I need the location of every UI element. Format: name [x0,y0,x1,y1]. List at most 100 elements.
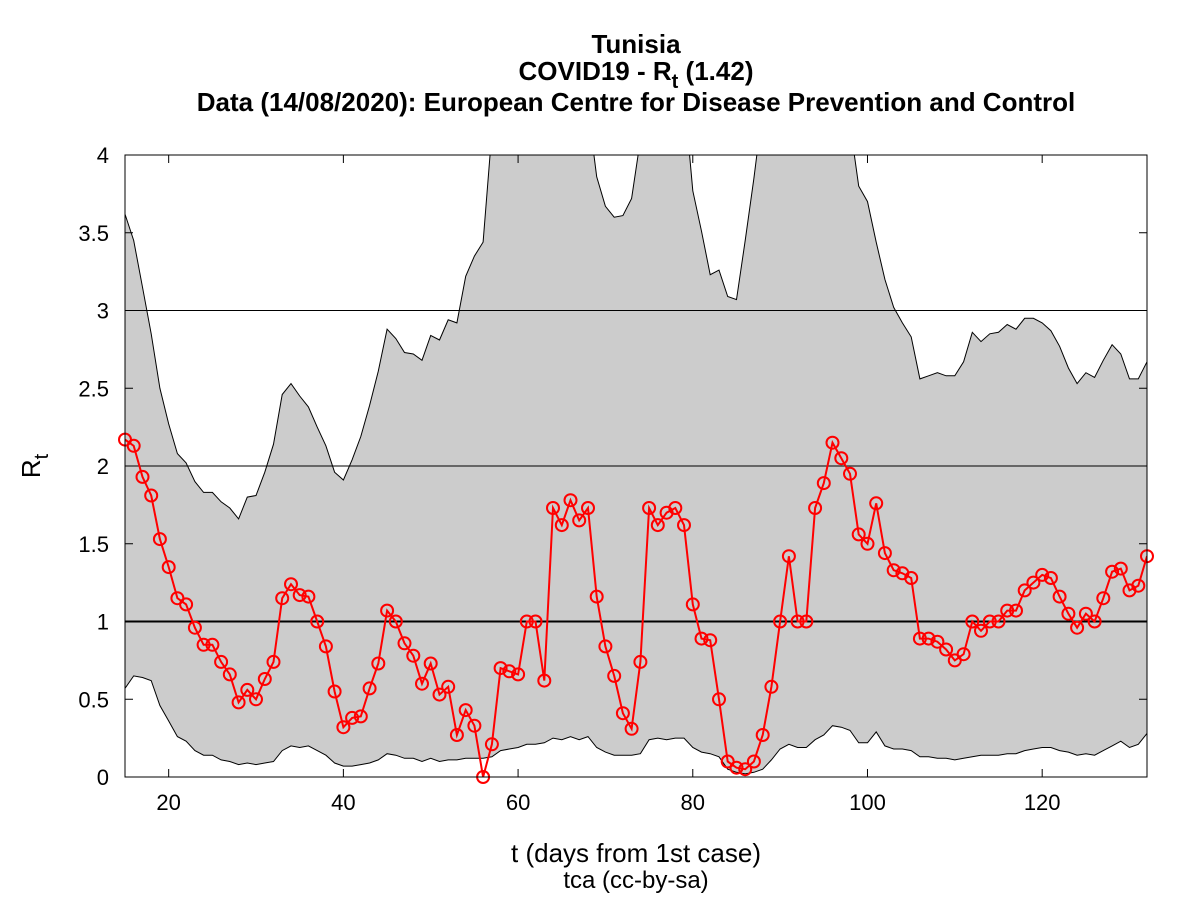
x-tick-label: 120 [1024,790,1061,815]
rt-point [1070,620,1085,635]
chart-title-line2: COVID19 - Rt (1.42) [519,56,754,93]
rt-point [275,591,290,606]
rt-point [1113,561,1128,576]
rt-point [380,603,395,618]
rt-point [581,501,595,515]
rt-point [668,501,683,515]
rt-point [642,501,657,515]
chart-title-line2-sub: t [672,71,679,93]
x-axis-ticks: 20 40 60 80 100 120 [156,155,1061,815]
rt-point [773,614,788,629]
rt-point [982,614,997,629]
y-axis-label-sub: t [31,453,53,459]
rt-point [449,728,464,742]
rt-point [301,589,316,604]
rt-point [493,661,508,676]
y-tick-label: 2.5 [78,376,109,401]
rt-point [991,614,1006,629]
rt-point [214,654,229,669]
y-tick-label: 1 [97,610,109,635]
chart-title-line3: Data (14/08/2020): European Centre for D… [197,87,1075,117]
rt-point [746,754,761,769]
rt-point [1131,578,1146,593]
y-axis-ticks: 0 0.5 1 1.5 2 2.5 3 3.5 4 [78,143,1147,790]
rt-point [650,518,665,533]
rt-point [353,709,368,724]
rt-point [1043,571,1058,585]
x-tick-label: 40 [331,790,355,815]
y-tick-label: 3.5 [78,221,109,246]
rt-point [292,588,307,603]
rt-point [511,667,526,682]
rt-point [939,642,954,657]
y-axis-label: Rt [16,453,53,478]
rt-point [1017,583,1032,598]
rt-point [144,488,159,503]
rt-point [126,438,141,453]
y-tick-label: 0 [97,765,109,790]
rt-point [249,692,263,707]
y-tick-label: 3 [97,299,109,324]
x-axis-label: t (days from 1st case) [511,838,761,868]
rt-point [877,546,892,561]
rt-point [327,684,342,699]
rt-point [205,637,220,652]
rt-point [222,667,237,682]
rt-point [397,636,412,651]
rt-point [432,687,447,702]
rt-point [790,614,805,629]
rt-point [1078,606,1093,621]
rt-point [694,631,709,646]
credit-label: tca (cc-by-sa) [563,867,708,894]
rt-point [284,577,298,592]
confidence-band-layer [125,155,1147,775]
rt-point [615,706,630,721]
rt-point [388,614,403,629]
rt-point [1000,603,1015,618]
rt-point [179,597,194,612]
rt-point [930,634,945,649]
rt-point [554,518,569,533]
y-axis-label-main: R [16,459,46,478]
x-tick-label: 20 [156,790,180,815]
rt-point [467,718,482,733]
rt-point [1096,591,1111,606]
rt-point [869,496,884,511]
x-tick-label: 60 [506,790,530,815]
rt-point [974,623,988,638]
rt-point [196,637,211,652]
chart-title-line2-prefix: COVID19 - R [519,56,672,86]
rt-point [563,493,578,508]
rt-point [764,679,779,694]
rt-point [1061,606,1076,621]
rt-point [135,469,150,484]
rt-point [240,682,255,697]
rt-point [266,654,281,669]
rt-point [406,648,421,663]
rt-point [598,639,613,654]
rt-point [537,673,552,688]
rt-point [781,549,796,564]
x-tick-label: 100 [849,790,886,815]
rt-point [572,513,587,528]
rt-point [921,631,936,646]
rt-point [912,631,927,646]
confidence-band [125,155,1147,774]
rt-point [738,762,753,777]
y-tick-label: 2 [97,454,109,479]
y-tick-label: 0.5 [78,687,109,712]
gridline-layer [125,310,1147,623]
rt-point [755,728,770,742]
rt-point [677,518,691,533]
rt-point [458,703,473,718]
rt-point [528,614,543,629]
rt-point [546,501,560,515]
rt-point [851,527,866,542]
rt-point [633,654,648,669]
rt-point [1026,575,1041,590]
rt-point [834,451,849,466]
rt-point [1009,603,1023,618]
rt-point [956,647,971,662]
rt-point [152,532,167,547]
rt-point [441,679,456,694]
